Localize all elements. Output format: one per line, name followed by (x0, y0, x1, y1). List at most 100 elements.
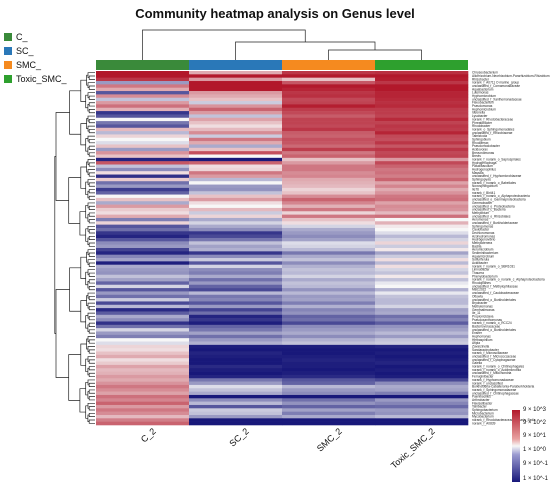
heatmap-cell (189, 274, 283, 279)
heatmap-cell (96, 91, 190, 95)
heatmap-cell (189, 191, 283, 195)
heatmap-cell (189, 288, 283, 292)
column-label: SMC_2 (315, 426, 344, 454)
heatmap-cell (282, 388, 376, 392)
heatmap-cell (189, 244, 283, 249)
heatmap-cell (96, 381, 190, 386)
heatmap-cell (96, 84, 190, 88)
heatmap-cell (96, 181, 190, 185)
row-label: Mycobacterium (472, 415, 494, 419)
row-label: Lysobacter (472, 114, 488, 118)
row-label: Paludibaculum (472, 164, 493, 168)
heatmap-cell (96, 141, 190, 145)
dendrogram-branch (235, 41, 376, 60)
heatmap-cell (189, 371, 283, 376)
heatmap-cell (375, 101, 469, 105)
heatmap-cell (375, 328, 469, 332)
heatmap-cell (375, 227, 469, 232)
heatmap-cell (189, 91, 283, 95)
row-label: Hydrogenovibrio (472, 238, 495, 242)
row-label: Sphingobium (472, 137, 491, 141)
heatmap-cell (282, 84, 376, 88)
heatmap-cell (189, 77, 283, 82)
row-label: unclassified_f_Rhizobiaceae (472, 131, 513, 135)
heatmap-cell (282, 124, 376, 129)
heatmap-cell (282, 304, 376, 309)
heatmap-cell (375, 258, 469, 262)
row-label: Hyphomicrobium (472, 107, 496, 111)
row-label: unclassified_c_Bacteria (472, 208, 506, 212)
heatmap-cell (282, 318, 376, 322)
heatmap-cell (375, 171, 469, 175)
dendrogram-branch (88, 229, 95, 234)
heatmap-cell (189, 194, 283, 199)
heatmap-cell (96, 341, 190, 346)
heatmap-cell (282, 197, 376, 202)
heatmap-cell (282, 284, 376, 289)
heatmap-cell (189, 127, 283, 132)
heatmap-cell (189, 81, 283, 85)
heatmap-cell (375, 311, 469, 316)
heatmap-cell (96, 107, 190, 112)
heatmap-cell (189, 331, 283, 336)
heatmap-cell (189, 197, 283, 202)
row-label: unclassified_o_Burkholderiales (472, 298, 516, 302)
heatmap-cell (282, 87, 376, 92)
heatmap-cell (189, 284, 283, 289)
heatmap-cell (282, 121, 376, 125)
row-label: norank_o_Sphingomonadales (472, 127, 515, 131)
heatmap-cell (375, 111, 469, 115)
dendrogram-branch (88, 272, 95, 277)
row-label: Hyphomonas (472, 335, 491, 339)
heatmap-cell (282, 101, 376, 105)
row-label: MBC2022 (472, 288, 486, 292)
heatmap-cell (375, 321, 469, 326)
heatmap-cell (189, 231, 283, 235)
heatmap-cell (189, 107, 283, 112)
heatmap-cell (282, 231, 376, 235)
heatmap-cell (282, 207, 376, 212)
dendrogram-branch (79, 388, 86, 413)
row-label: Sphingobacterium (472, 408, 498, 412)
heatmap-cell (189, 151, 283, 155)
heatmap-cell (96, 318, 190, 322)
heatmap-cell (375, 371, 469, 376)
row-label: Pseudomonas (472, 104, 493, 108)
row-label: Gaiella (472, 361, 482, 365)
row-label: Flavisolibacter (472, 401, 493, 405)
heatmap-cell (189, 134, 283, 139)
heatmap-cell (375, 308, 469, 312)
heatmap-cell (375, 207, 469, 212)
heatmap-cell (189, 408, 283, 412)
heatmap-cell (96, 221, 190, 225)
row-label: Dechloromonas (472, 231, 495, 235)
row-label: Burkholderia-Caballeronia-Paraburkholder… (472, 385, 534, 389)
dendrogram-branch (88, 212, 95, 217)
heatmap-cell (375, 97, 469, 102)
heatmap-cell (375, 221, 469, 225)
heatmap-cell (96, 348, 190, 352)
dendrogram-branch (79, 211, 86, 236)
heatmap-cell (375, 81, 469, 85)
heatmap-cell (96, 151, 190, 155)
heatmap-cell (189, 398, 283, 402)
heatmap-cell (375, 174, 469, 179)
dendrogram-branch (88, 95, 95, 100)
heatmap-cell (282, 174, 376, 179)
heatmap-cell (282, 294, 376, 299)
heatmap-cell (96, 131, 190, 135)
dendrogram-branch (88, 316, 95, 321)
heatmap-cell (375, 251, 469, 255)
row-label: unclassified_f_Hyphomicrobiaceae (472, 174, 521, 178)
row-label: unclassified_f_Methylophilaceae (472, 284, 518, 288)
row-label: Methylotenera (472, 241, 492, 245)
row-label: unclassified_f_Micrococcaceae (472, 355, 516, 359)
heatmap-cell (189, 71, 283, 75)
heatmap-cell (375, 121, 469, 125)
heatmap-cell (375, 414, 469, 419)
heatmap-cell (375, 368, 469, 372)
heatmap-cell (282, 268, 376, 272)
group-color-cell (96, 60, 189, 70)
heatmap-cell (96, 294, 190, 299)
heatmap-cell (96, 311, 190, 316)
